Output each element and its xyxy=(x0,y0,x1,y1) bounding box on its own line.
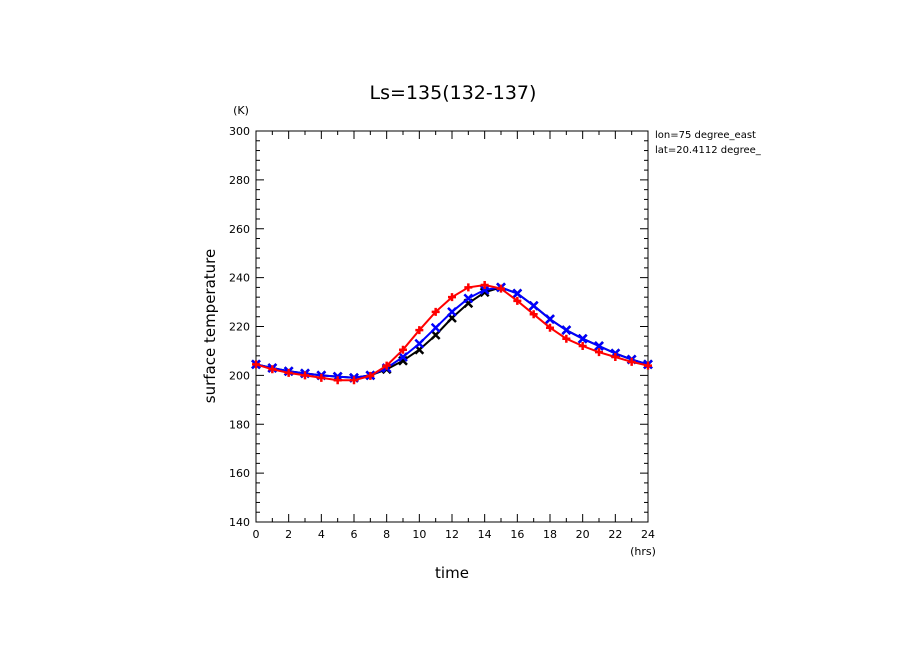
y-tick-label: 220 xyxy=(229,321,250,334)
series-2-point xyxy=(448,293,456,302)
x-tick-label: 6 xyxy=(351,528,358,541)
series-2-point xyxy=(529,310,538,319)
series-2-point xyxy=(350,376,358,385)
y-tick-label: 240 xyxy=(229,272,250,285)
x-tick-label: 8 xyxy=(383,528,390,541)
series-1-point xyxy=(594,341,604,351)
x-tick-label: 14 xyxy=(478,528,492,541)
x-tick-label: 12 xyxy=(445,528,459,541)
series-2-point xyxy=(415,326,424,335)
series-2-point xyxy=(382,361,391,370)
y-tick-label: 280 xyxy=(229,174,250,187)
series-2-point xyxy=(252,360,260,369)
series-2-point xyxy=(399,345,407,354)
series-2-point xyxy=(595,348,603,357)
x-tick-label: 0 xyxy=(253,528,260,541)
series-1-point xyxy=(430,322,441,333)
plot-area: 0 2 4 6 8 10 12 14 16 18 20 22 241401601802002202402… xyxy=(229,125,655,541)
series-2-point xyxy=(366,371,375,380)
series-2-point xyxy=(497,284,505,293)
series-2-point xyxy=(333,376,342,385)
x-tick-label: 4 xyxy=(318,528,325,541)
y-tick-label: 180 xyxy=(229,418,250,431)
series-2-point xyxy=(284,368,293,377)
x-unit-label: (hrs) xyxy=(630,545,656,558)
series-2-point xyxy=(546,323,554,332)
y-tick-label: 140 xyxy=(229,516,250,529)
x-tick-label: 24 xyxy=(641,528,655,541)
series-0-point xyxy=(430,330,441,340)
series-2-point xyxy=(464,283,473,292)
series-2-point xyxy=(513,296,522,305)
series-2-point xyxy=(578,342,587,351)
x-tick-label: 16 xyxy=(510,528,524,541)
series-1-point xyxy=(447,306,457,317)
x-axis-title: time xyxy=(435,564,469,582)
plot-frame xyxy=(255,130,649,523)
x-tick-label: 2 xyxy=(285,528,292,541)
series-1-point xyxy=(414,338,425,349)
series-1-point xyxy=(577,333,588,344)
annotation-lat: lat=20.4112 degree_ xyxy=(655,145,762,156)
y-tick-label: 160 xyxy=(229,467,250,480)
series-2-point xyxy=(627,357,636,366)
series-1-point xyxy=(528,300,539,311)
y-tick-label: 300 xyxy=(229,125,250,138)
x-tick-label: 10 xyxy=(412,528,426,541)
series-2-point xyxy=(268,365,277,374)
chart-title: Ls=135(132-137) xyxy=(370,82,537,104)
x-tick-label: 18 xyxy=(543,528,557,541)
x-tick-label: 20 xyxy=(576,528,590,541)
series-1-point xyxy=(561,325,572,336)
series-2-point xyxy=(644,361,652,370)
series-2-point xyxy=(301,371,309,380)
series-2-point xyxy=(611,353,620,362)
series-1-point xyxy=(398,352,408,362)
series-1-point xyxy=(512,288,523,299)
series-1-point xyxy=(463,293,474,304)
series-2-point xyxy=(562,334,571,343)
y-unit-label: (K) xyxy=(233,104,249,117)
y-axis-title: surface temperature xyxy=(201,249,219,404)
series-2-point xyxy=(480,280,489,289)
x-tick-label: 22 xyxy=(608,528,622,541)
series-2-point xyxy=(317,373,326,382)
y-tick-label: 260 xyxy=(229,223,250,236)
y-tick-label: 200 xyxy=(229,369,250,382)
series-2-point xyxy=(431,307,440,316)
series-1-point xyxy=(545,314,555,325)
series-1-point xyxy=(479,284,490,295)
annotation-lon: lon=75 degree_east xyxy=(655,130,756,141)
